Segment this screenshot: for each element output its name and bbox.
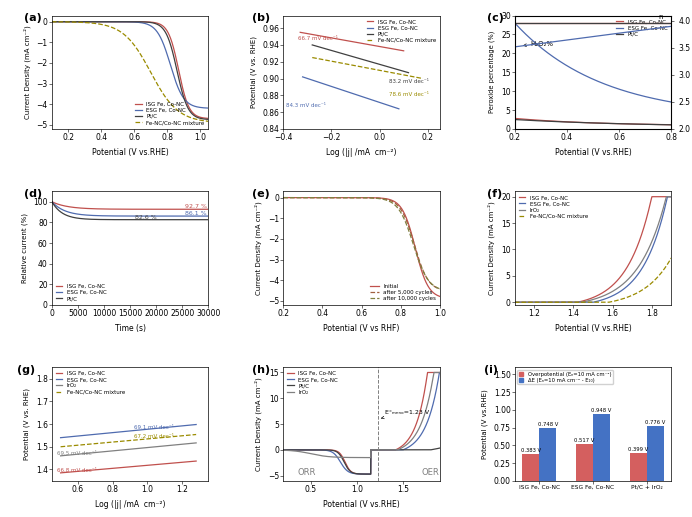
Text: 69.5 mV dec⁻¹: 69.5 mV dec⁻¹ (57, 451, 97, 455)
Legend: Overpotential (Eₙ=10 mA cm⁻²), ΔE (Eₙ=10 mA cm⁻² - E₁₀): Overpotential (Eₙ=10 mA cm⁻²), ΔE (Eₙ=10… (518, 370, 612, 384)
Legend: ISG Fe, Co-NC, ESG Fe, Co-NC, IrO₂, Fe-NC/Co-NC mixture: ISG Fe, Co-NC, ESG Fe, Co-NC, IrO₂, Fe-N… (518, 194, 589, 220)
Text: 0.948 V: 0.948 V (592, 408, 612, 413)
Text: 78.6 mV dec⁻¹: 78.6 mV dec⁻¹ (389, 92, 429, 97)
Bar (647, 426, 664, 481)
Y-axis label: Potential (V vs. RHE): Potential (V vs. RHE) (24, 388, 30, 460)
X-axis label: Potential (V vs.RHE): Potential (V vs.RHE) (92, 148, 168, 157)
Y-axis label: Potential (V vs.RHE): Potential (V vs.RHE) (482, 389, 488, 459)
Text: 66.7 mV dec⁻¹: 66.7 mV dec⁻¹ (298, 36, 338, 41)
Legend: ISG Fe, Co-NC, ESG Fe, Co-NC, Pt/C, Fe-NC/Co-NC mixture: ISG Fe, Co-NC, ESG Fe, Co-NC, Pt/C, Fe-N… (134, 101, 206, 126)
Bar (522, 453, 539, 481)
X-axis label: Potential (V vs.RHE): Potential (V vs.RHE) (555, 148, 631, 157)
Text: 0.517 V: 0.517 V (574, 438, 594, 444)
Bar (576, 444, 593, 481)
Y-axis label: Current Density (mA cm⁻²): Current Density (mA cm⁻²) (255, 201, 262, 295)
Text: (i): (i) (484, 365, 498, 375)
Y-axis label: Relative current (%): Relative current (%) (21, 213, 28, 283)
Legend: ISG Fe, Co-NC, ESG Fe, Co-NC, Pt/C, IrO₂: ISG Fe, Co-NC, ESG Fe, Co-NC, Pt/C, IrO₂ (286, 370, 339, 396)
X-axis label: Potential (V vs.RHE): Potential (V vs.RHE) (323, 499, 400, 509)
Text: (g): (g) (17, 365, 35, 375)
Legend: ISG Fe, Co-NC, ESG Fe, Co-NC, IrO₂, Fe-NC/Co-NC mixture: ISG Fe, Co-NC, ESG Fe, Co-NC, IrO₂, Fe-N… (55, 370, 126, 396)
Text: 67.2 mV dec⁻¹: 67.2 mV dec⁻¹ (134, 434, 174, 439)
Text: 0.776 V: 0.776 V (646, 420, 666, 425)
Text: n: n (658, 14, 663, 20)
Text: 84.3 mV dec⁻¹: 84.3 mV dec⁻¹ (286, 103, 326, 108)
Text: 82.6 %: 82.6 % (136, 215, 157, 220)
X-axis label: Log (|j| /mA  cm⁻²): Log (|j| /mA cm⁻²) (327, 148, 397, 157)
Y-axis label: Peroxide percentage (%): Peroxide percentage (%) (489, 31, 495, 113)
Text: (b): (b) (252, 13, 270, 23)
Text: 92.7 %: 92.7 % (185, 204, 207, 209)
Text: 0.399 V: 0.399 V (628, 447, 648, 452)
Bar (630, 452, 647, 481)
Legend: ISG Fe, Co-NC, ESG Fe, Co-NC, Pt/C, Fe-NC/Co-NC mixture: ISG Fe, Co-NC, ESG Fe, Co-NC, Pt/C, Fe-N… (365, 18, 437, 44)
Legend: ISG Fe, Co-NC, ESG Fe, Co-NC, Pt/C: ISG Fe, Co-NC, ESG Fe, Co-NC, Pt/C (55, 283, 108, 302)
Legend: Initial, after 5,000 cycles, after 10,000 cycles: Initial, after 5,000 cycles, after 10,00… (369, 283, 437, 302)
Text: (d): (d) (24, 189, 42, 199)
X-axis label: Log (|j| /mA  cm⁻²): Log (|j| /mA cm⁻²) (95, 499, 165, 509)
Text: (f): (f) (486, 189, 502, 199)
X-axis label: Potential (V vs.RHE): Potential (V vs.RHE) (555, 324, 631, 332)
X-axis label: Potential (V vs RHF): Potential (V vs RHF) (323, 324, 400, 332)
X-axis label: Time (s): Time (s) (115, 324, 145, 332)
Bar (593, 414, 610, 481)
Text: 66.8 mV dec⁻¹: 66.8 mV dec⁻¹ (57, 468, 97, 473)
Text: 86.1 %: 86.1 % (185, 211, 206, 216)
Text: E°ₘₙₙₒ=1.23 V: E°ₘₙₙₒ=1.23 V (381, 410, 429, 419)
Y-axis label: Current Density (mA cm⁻²): Current Density (mA cm⁻²) (255, 377, 262, 471)
Text: 0.748 V: 0.748 V (538, 422, 558, 427)
Text: H₂O₂%: H₂O₂% (524, 41, 554, 47)
Text: (a): (a) (24, 13, 42, 23)
Y-axis label: Current Density (mA cm⁻²): Current Density (mA cm⁻²) (24, 25, 31, 119)
Text: 0.383 V: 0.383 V (520, 448, 540, 453)
Text: ORR: ORR (297, 467, 316, 477)
Text: 69.1 mV dec⁻¹: 69.1 mV dec⁻¹ (134, 425, 174, 430)
Text: 83.2 mV dec⁻¹: 83.2 mV dec⁻¹ (389, 79, 429, 84)
Text: (h): (h) (252, 365, 270, 375)
Y-axis label: Current Density (mA cm⁻²): Current Density (mA cm⁻²) (488, 201, 495, 295)
Text: (c): (c) (486, 13, 504, 23)
Bar (539, 428, 556, 481)
Y-axis label: Potential (V vs. RHE): Potential (V vs. RHE) (250, 36, 257, 108)
Text: OER: OER (421, 467, 439, 477)
Text: (e): (e) (252, 189, 270, 199)
Legend: ISG Fe, Co-NC, ESG Fe, Co-NC, Pt/C: ISG Fe, Co-NC, ESG Fe, Co-NC, Pt/C (615, 18, 668, 38)
